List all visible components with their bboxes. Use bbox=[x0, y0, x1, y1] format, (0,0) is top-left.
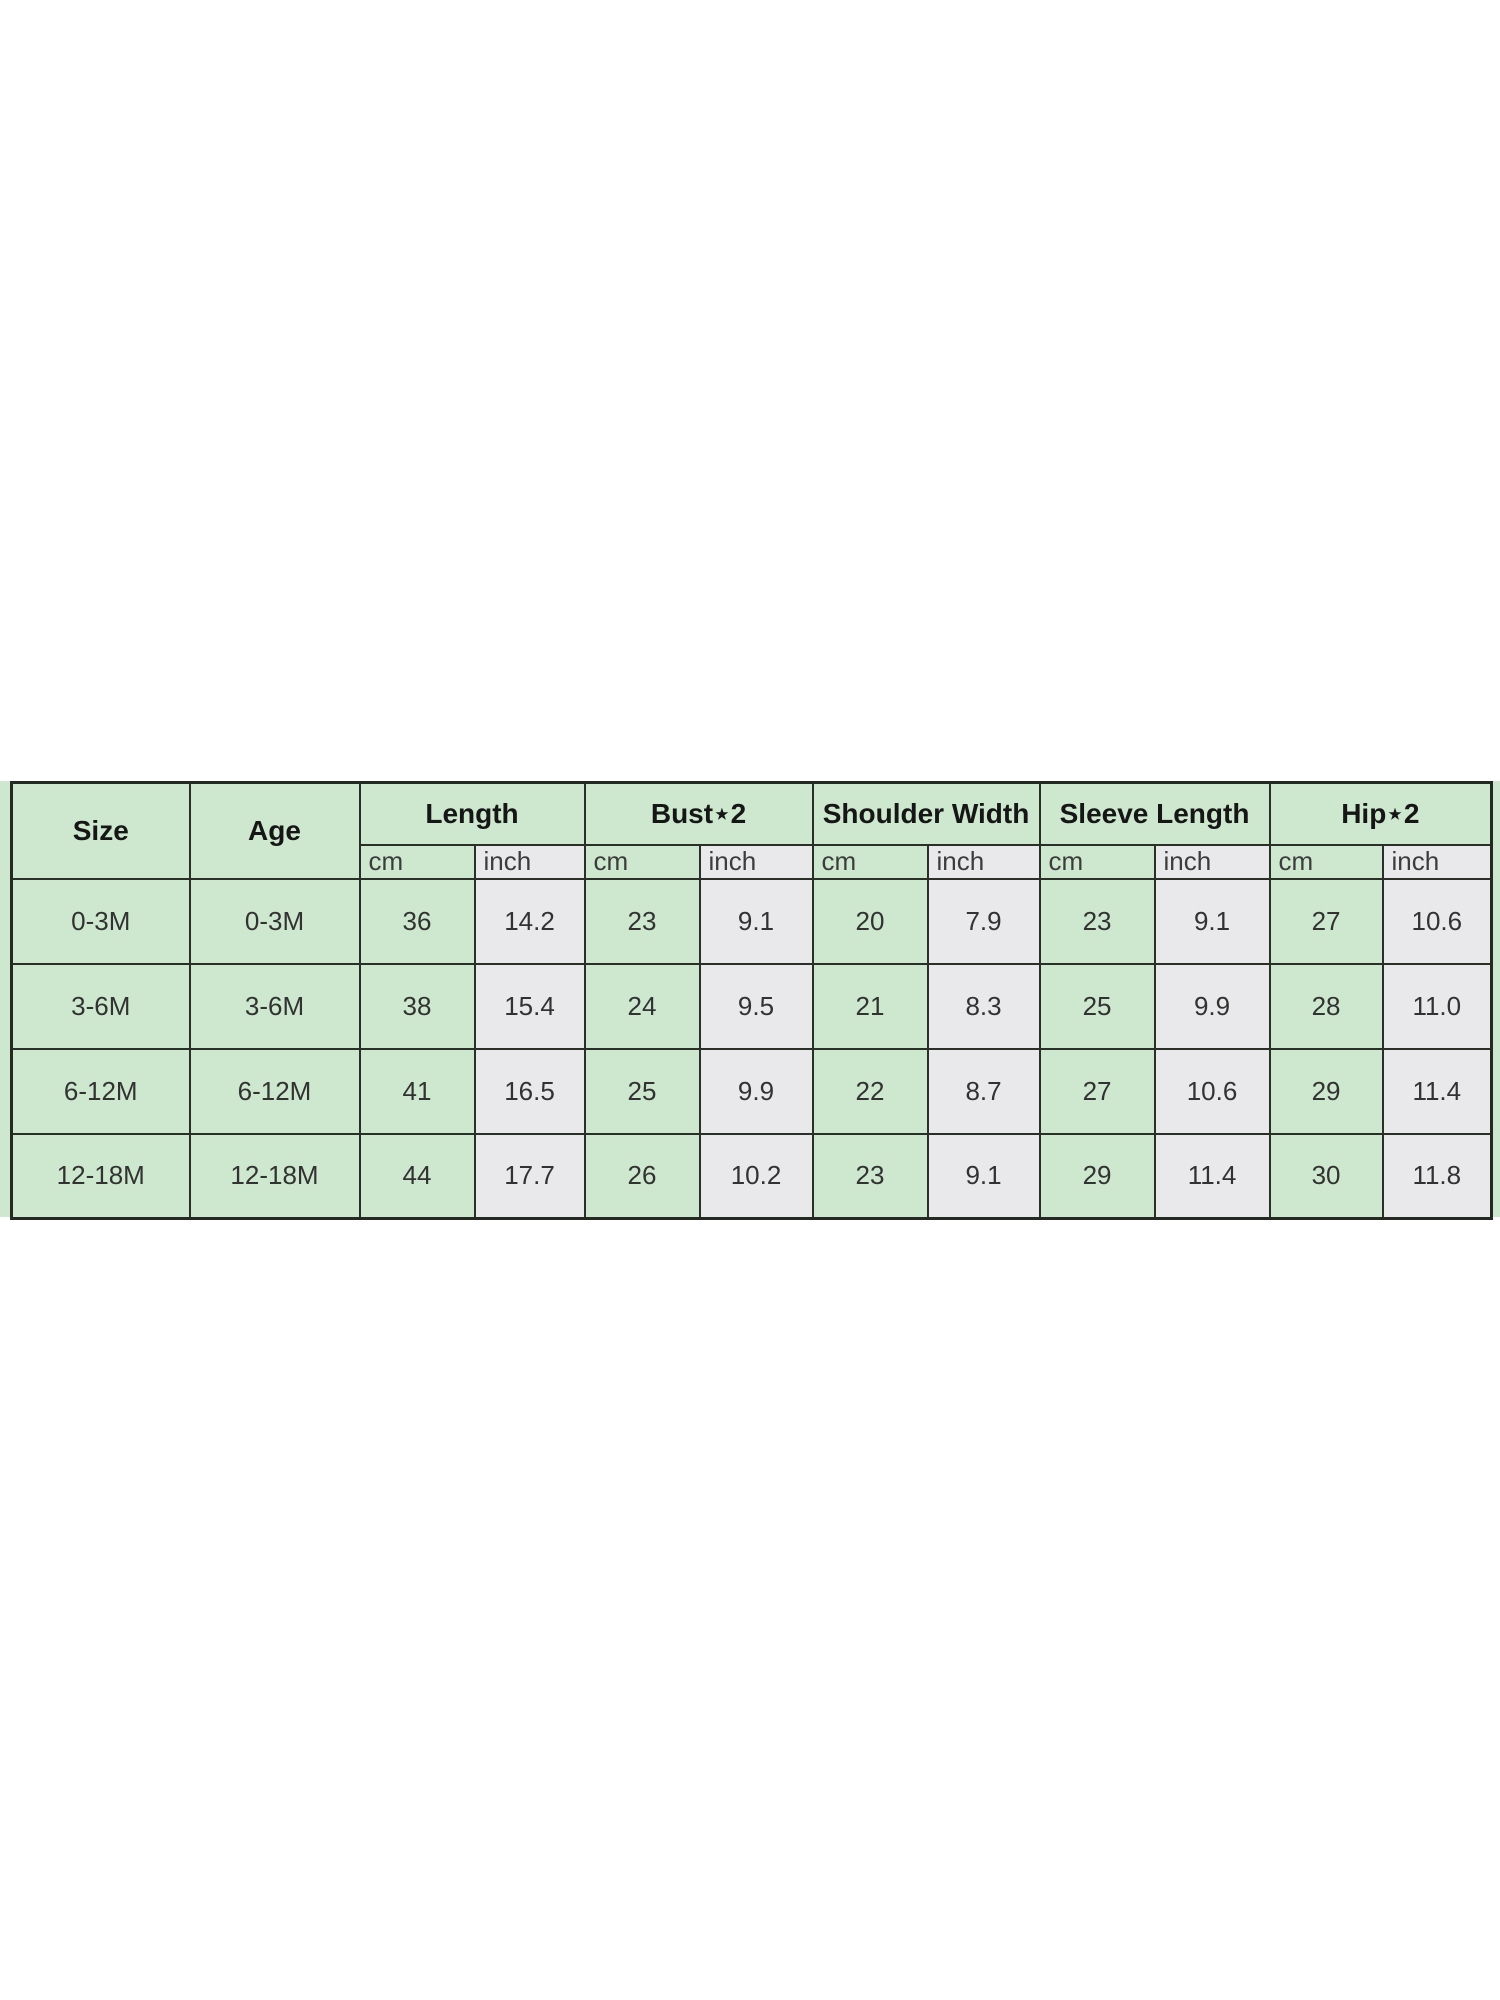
sleeve-inch-cell: 9.1 bbox=[1153, 877, 1271, 965]
size-cell: 6-12M bbox=[10, 1047, 191, 1135]
sleeve-cm-cell: 29 bbox=[1038, 1132, 1156, 1220]
unit-cell-cm: cm bbox=[1268, 843, 1384, 880]
header-cell-hip: Hip⋆2 bbox=[1268, 781, 1493, 846]
sleeve-cm-cell: 27 bbox=[1038, 1047, 1156, 1135]
age-cell: 3-6M bbox=[188, 962, 361, 1050]
length-cm-cell: 44 bbox=[358, 1132, 476, 1220]
sleeve-inch-cell: 10.6 bbox=[1153, 1047, 1271, 1135]
hip-inch-cell: 11.8 bbox=[1381, 1132, 1493, 1220]
table-row: 0-3M 0-3M 36 14.2 23 9.1 20 7.9 23 9.1 2… bbox=[10, 877, 1493, 965]
shoulder-inch-cell: 8.3 bbox=[926, 962, 1041, 1050]
shoulder-inch-cell: 8.7 bbox=[926, 1047, 1041, 1135]
size-cell: 0-3M bbox=[10, 877, 191, 965]
bust-cm-cell: 23 bbox=[583, 877, 701, 965]
length-inch-cell: 15.4 bbox=[473, 962, 586, 1050]
age-cell: 6-12M bbox=[188, 1047, 361, 1135]
unit-cell-inch: inch bbox=[1153, 843, 1271, 880]
bust-inch-cell: 9.9 bbox=[698, 1047, 814, 1135]
hip-cm-cell: 29 bbox=[1268, 1047, 1384, 1135]
hip-cm-cell: 27 bbox=[1268, 877, 1384, 965]
age-cell: 12-18M bbox=[188, 1132, 361, 1220]
length-cm-cell: 41 bbox=[358, 1047, 476, 1135]
header-row-units: cm inch cm inch cm inch cm inch cm inch bbox=[12, 843, 1493, 880]
unit-cell-cm: cm bbox=[583, 843, 701, 880]
header-cell-sleeve-length: Sleeve Length bbox=[1038, 781, 1271, 846]
bust-inch-cell: 9.5 bbox=[698, 962, 814, 1050]
size-cell: 12-18M bbox=[10, 1132, 191, 1220]
unit-cell-cm: cm bbox=[811, 843, 929, 880]
header-cell-length: Length bbox=[358, 781, 586, 846]
header-cell-size: Size bbox=[10, 781, 191, 880]
bust-inch-cell: 9.1 bbox=[698, 877, 814, 965]
sleeve-inch-cell: 9.9 bbox=[1153, 962, 1271, 1050]
header-cell-shoulder-width: Shoulder Width bbox=[811, 781, 1041, 846]
length-inch-cell: 17.7 bbox=[473, 1132, 586, 1220]
hip-inch-cell: 11.4 bbox=[1381, 1047, 1493, 1135]
bust-cm-cell: 26 bbox=[583, 1132, 701, 1220]
shoulder-cm-cell: 23 bbox=[811, 1132, 929, 1220]
unit-cell-inch: inch bbox=[473, 843, 586, 880]
header-cell-bust: Bust⋆2 bbox=[583, 781, 814, 846]
table-row: 6-12M 6-12M 41 16.5 25 9.9 22 8.7 27 10.… bbox=[10, 1047, 1493, 1135]
shoulder-cm-cell: 22 bbox=[811, 1047, 929, 1135]
table-row: 3-6M 3-6M 38 15.4 24 9.5 21 8.3 25 9.9 2… bbox=[10, 962, 1493, 1050]
unit-cell-inch: inch bbox=[1381, 843, 1493, 880]
hip-cm-cell: 28 bbox=[1268, 962, 1384, 1050]
size-cell: 3-6M bbox=[10, 962, 191, 1050]
unit-cell-cm: cm bbox=[358, 843, 476, 880]
size-chart-table: Size Age Length Bust⋆2 Shoulder Width Sl… bbox=[10, 781, 1494, 1220]
header-row-groups: Size Age Length Bust⋆2 Shoulder Width Sl… bbox=[10, 781, 1493, 880]
shoulder-cm-cell: 20 bbox=[811, 877, 929, 965]
hip-inch-cell: 11.0 bbox=[1381, 962, 1493, 1050]
age-cell: 0-3M bbox=[188, 877, 361, 965]
shoulder-inch-cell: 9.1 bbox=[926, 1132, 1041, 1220]
sleeve-inch-cell: 11.4 bbox=[1153, 1132, 1271, 1220]
shoulder-inch-cell: 7.9 bbox=[926, 877, 1041, 965]
table-right-bleed bbox=[1492, 781, 1500, 1217]
table-row: 12-18M 12-18M 44 17.7 26 10.2 23 9.1 29 … bbox=[10, 1132, 1493, 1220]
shoulder-cm-cell: 21 bbox=[811, 962, 929, 1050]
unit-cell-inch: inch bbox=[926, 843, 1041, 880]
hip-cm-cell: 30 bbox=[1268, 1132, 1384, 1220]
length-cm-cell: 36 bbox=[358, 877, 476, 965]
unit-cell-inch: inch bbox=[698, 843, 814, 880]
bust-cm-cell: 25 bbox=[583, 1047, 701, 1135]
sleeve-cm-cell: 25 bbox=[1038, 962, 1156, 1050]
table-left-bleed bbox=[0, 781, 10, 1217]
hip-inch-cell: 10.6 bbox=[1381, 877, 1493, 965]
unit-cell-cm: cm bbox=[1038, 843, 1156, 880]
bust-inch-cell: 10.2 bbox=[698, 1132, 814, 1220]
bust-cm-cell: 24 bbox=[583, 962, 701, 1050]
sleeve-cm-cell: 23 bbox=[1038, 877, 1156, 965]
length-inch-cell: 16.5 bbox=[473, 1047, 586, 1135]
header-cell-age: Age bbox=[188, 781, 361, 880]
length-cm-cell: 38 bbox=[358, 962, 476, 1050]
length-inch-cell: 14.2 bbox=[473, 877, 586, 965]
